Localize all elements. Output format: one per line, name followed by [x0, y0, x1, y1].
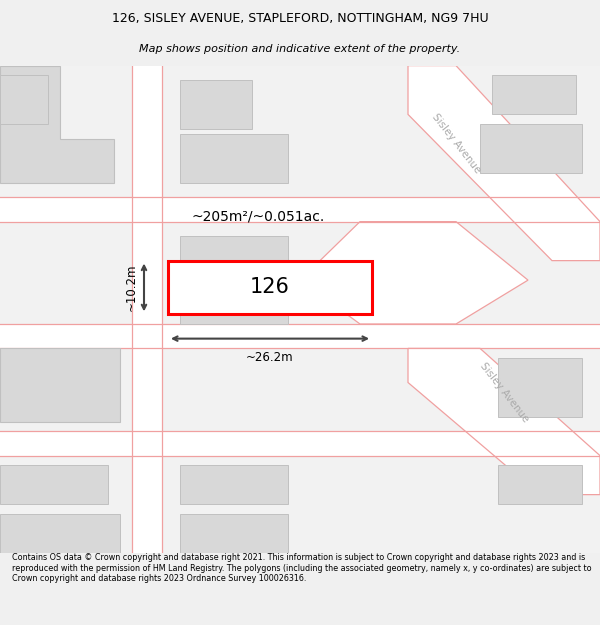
Text: 126, SISLEY AVENUE, STAPLEFORD, NOTTINGHAM, NG9 7HU: 126, SISLEY AVENUE, STAPLEFORD, NOTTINGH…: [112, 12, 488, 25]
Polygon shape: [408, 348, 600, 494]
Bar: [180, 466, 288, 504]
Bar: [0, 466, 108, 504]
Bar: [132, 66, 162, 553]
Bar: [0, 324, 600, 348]
Text: Contains OS data © Crown copyright and database right 2021. This information is : Contains OS data © Crown copyright and d…: [12, 553, 592, 583]
Bar: [480, 124, 582, 173]
Bar: [180, 80, 252, 129]
Bar: [180, 134, 288, 182]
Bar: [168, 261, 372, 314]
Text: 126: 126: [250, 278, 290, 298]
Text: Sisley Avenue: Sisley Avenue: [478, 361, 530, 424]
Polygon shape: [408, 66, 600, 261]
Text: ~10.2m: ~10.2m: [125, 264, 138, 311]
Bar: [180, 236, 288, 324]
Text: Map shows position and indicative extent of the property.: Map shows position and indicative extent…: [139, 44, 461, 54]
Bar: [0, 514, 120, 553]
Bar: [498, 358, 582, 417]
Bar: [492, 76, 576, 114]
Bar: [180, 514, 288, 553]
Polygon shape: [300, 222, 528, 324]
Polygon shape: [0, 66, 114, 182]
Bar: [498, 466, 582, 504]
Polygon shape: [0, 348, 120, 421]
Bar: [0, 431, 600, 456]
Text: ~205m²/~0.051ac.: ~205m²/~0.051ac.: [191, 210, 325, 224]
Text: Sisley Avenue: Sisley Avenue: [430, 112, 482, 175]
Bar: [0, 76, 48, 124]
Text: ~26.2m: ~26.2m: [246, 351, 294, 364]
Bar: [0, 198, 600, 222]
